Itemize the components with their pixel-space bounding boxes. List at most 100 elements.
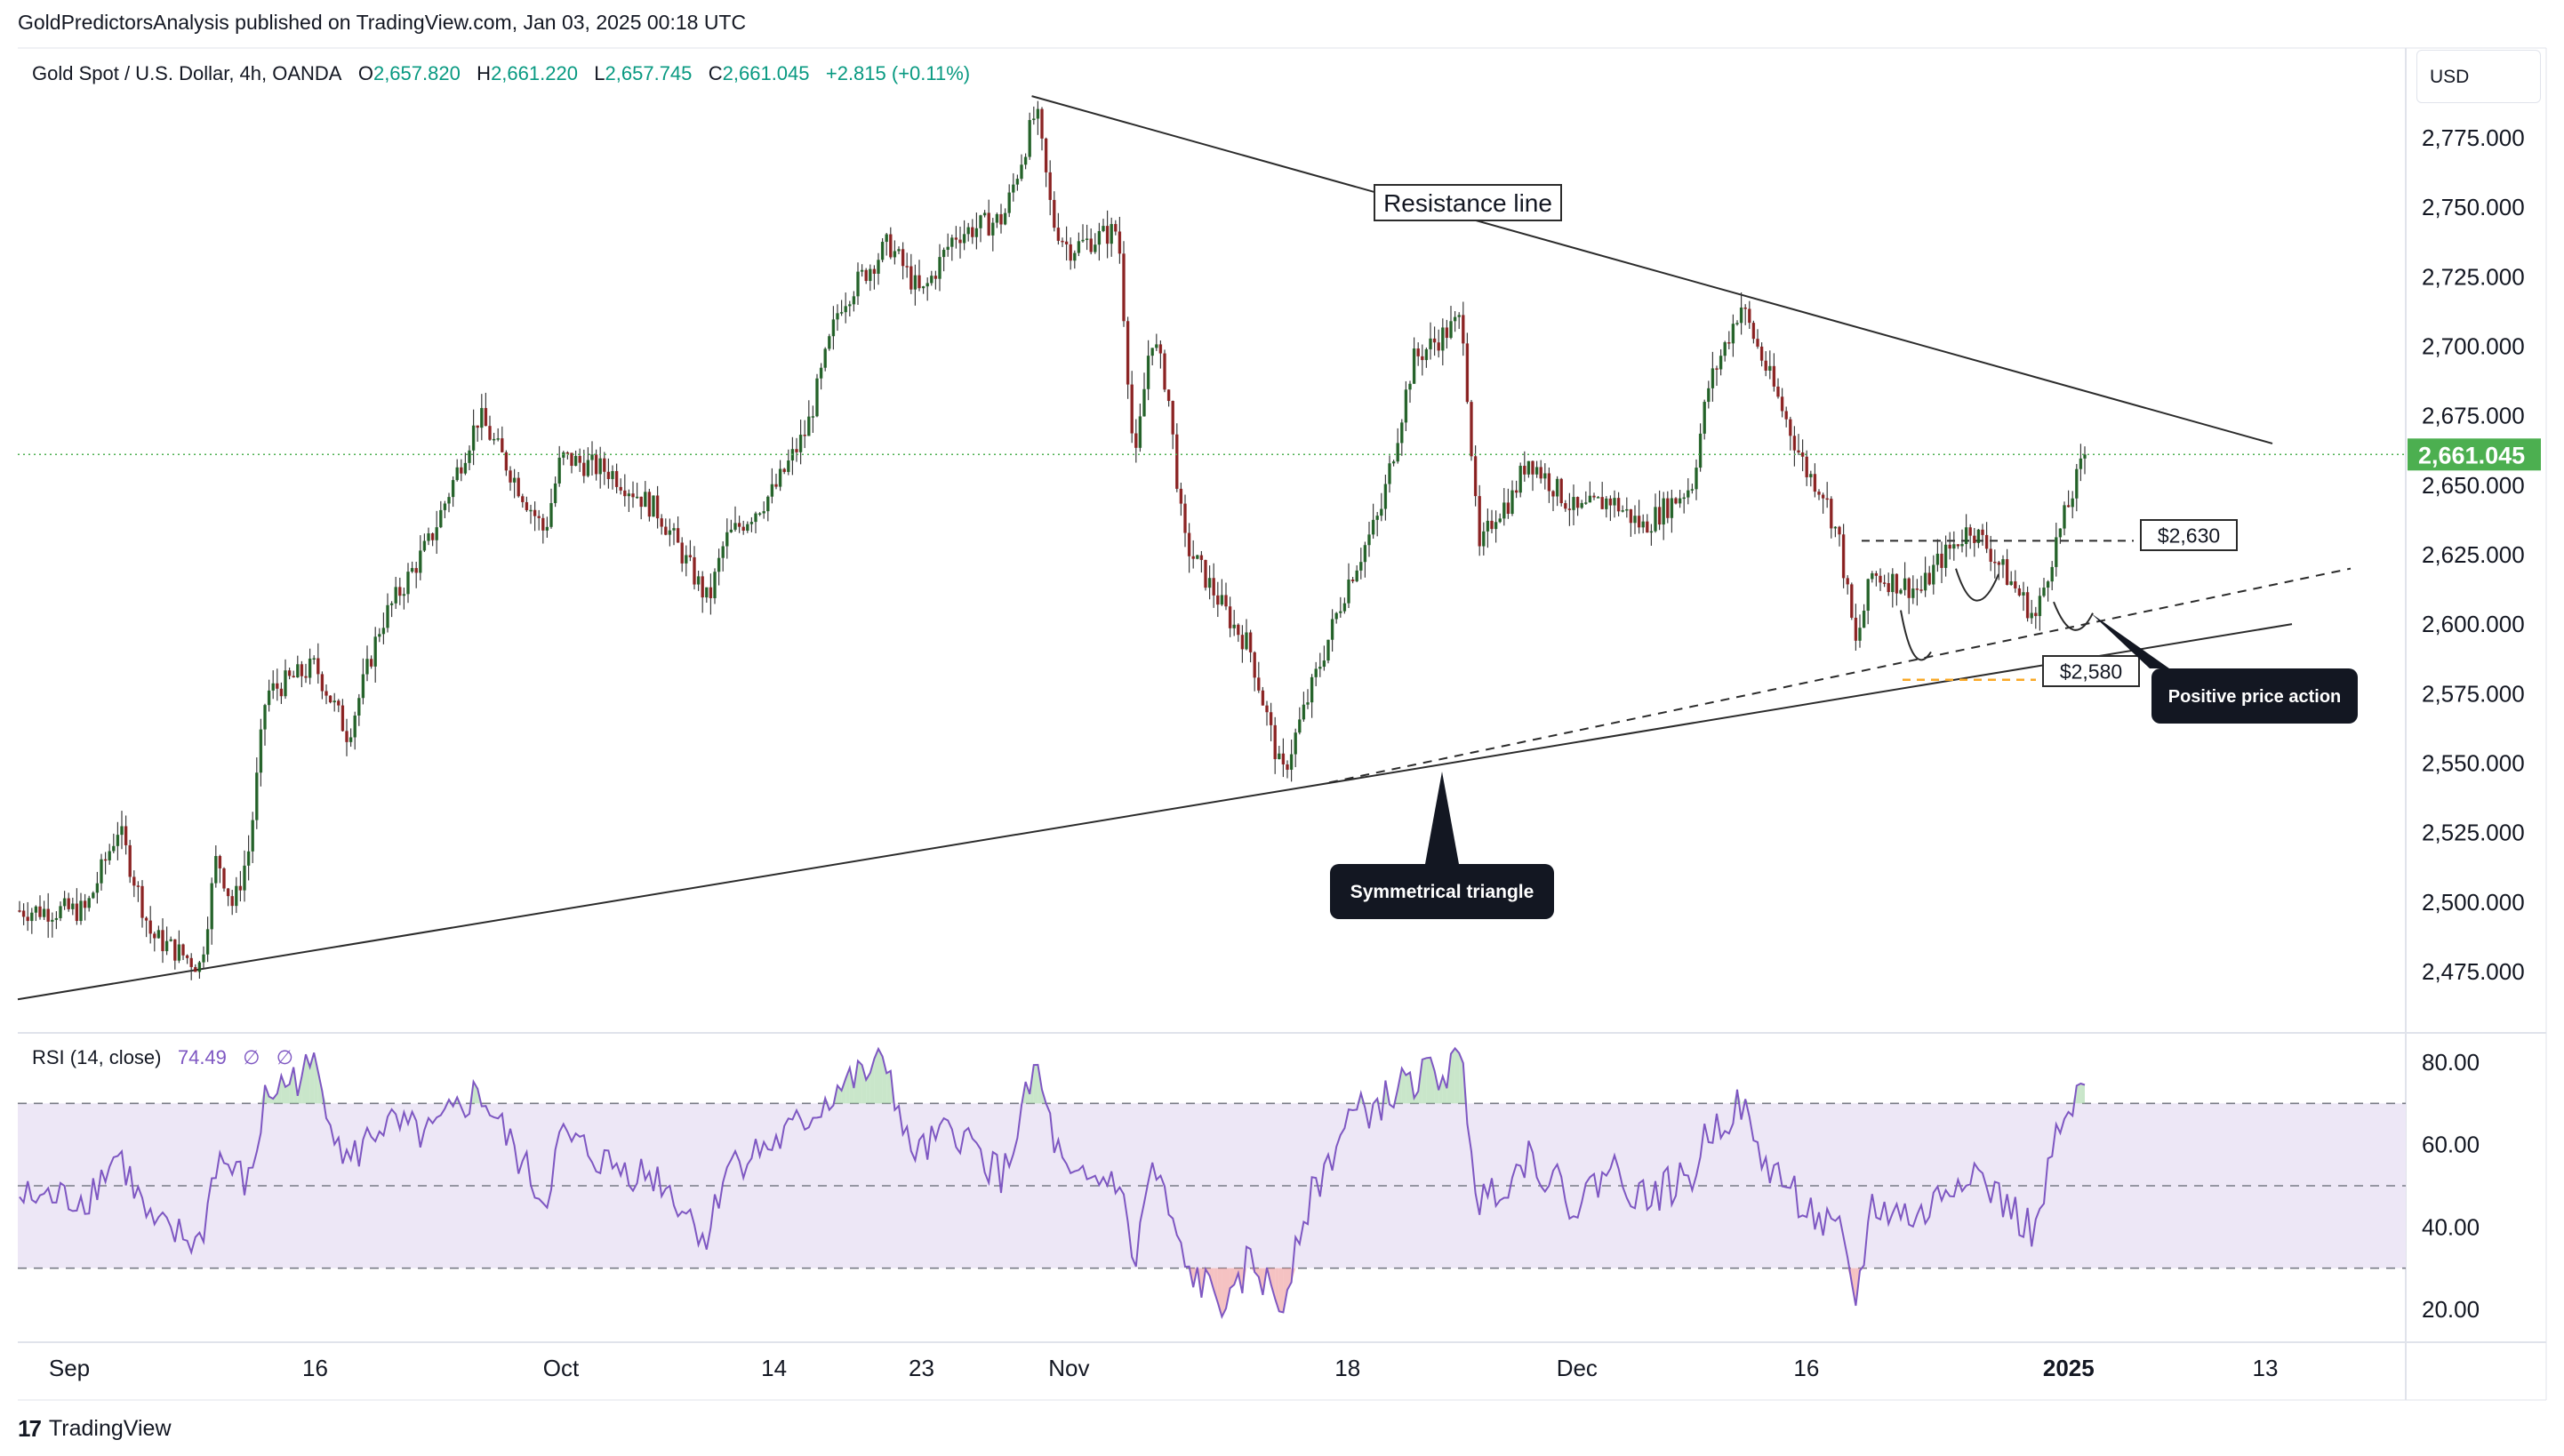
candle-body bbox=[279, 688, 284, 697]
candle-body bbox=[333, 700, 336, 703]
candle-body bbox=[1817, 492, 1821, 495]
candle-body bbox=[1866, 579, 1870, 612]
candle-body bbox=[2063, 505, 2066, 529]
support-line[interactable] bbox=[17, 623, 2293, 1001]
candle-body bbox=[1375, 516, 1379, 520]
candle-body bbox=[430, 533, 435, 540]
rsi-overbought-fill bbox=[289, 1067, 294, 1104]
candle-body bbox=[287, 670, 292, 676]
price-tick-label: 2,475.000 bbox=[2422, 958, 2525, 985]
candle-body bbox=[1960, 544, 1964, 547]
open-label: O bbox=[357, 62, 373, 84]
candle-body bbox=[1882, 582, 1887, 584]
positive-callout-box[interactable] bbox=[2151, 668, 2358, 724]
candle-body bbox=[1555, 478, 1559, 497]
candle-body bbox=[140, 885, 144, 918]
candle-body bbox=[1813, 474, 1817, 492]
candle-body bbox=[1085, 238, 1089, 240]
candle-body bbox=[112, 845, 116, 852]
price-tick-label: 2,675.000 bbox=[2422, 403, 2525, 429]
candle-body bbox=[770, 484, 774, 497]
candle-body bbox=[1723, 342, 1727, 356]
resistance-line[interactable] bbox=[1031, 95, 2273, 444]
candle-body bbox=[1224, 595, 1228, 607]
rsi-overbought-fill bbox=[841, 1078, 846, 1104]
candle-body bbox=[848, 304, 852, 307]
candle-body bbox=[1735, 323, 1739, 324]
publisher-header: GoldPredictorsAnalysis published on Trad… bbox=[18, 11, 747, 34]
candle-body bbox=[1077, 241, 1081, 253]
candle-body bbox=[2034, 612, 2038, 617]
candle-body bbox=[803, 435, 806, 436]
tradingview-brand: TradingView bbox=[48, 1416, 172, 1441]
candle-body bbox=[1089, 238, 1093, 252]
candle-body bbox=[83, 900, 87, 908]
candle-body bbox=[974, 228, 979, 237]
candle-body bbox=[729, 529, 733, 532]
resistance-label-box[interactable] bbox=[1374, 184, 1562, 221]
rsi-overbought-fill bbox=[886, 1070, 891, 1104]
symbol-title[interactable]: Gold Spot / U.S. Dollar, 4h, OANDA bbox=[32, 62, 342, 84]
rsi-title[interactable]: RSI (14, close) bbox=[32, 1046, 162, 1068]
candle-body bbox=[999, 213, 1003, 225]
candle-body bbox=[1302, 704, 1306, 720]
rsi-overbought-fill bbox=[314, 1052, 318, 1104]
time-tick-label: 16 bbox=[302, 1355, 328, 1381]
candle-body bbox=[345, 731, 349, 742]
candle-body bbox=[161, 930, 164, 952]
candle-body bbox=[38, 906, 42, 917]
level-2630-label-box[interactable] bbox=[2140, 519, 2238, 551]
candle-body bbox=[688, 555, 693, 557]
candle-body bbox=[1007, 192, 1011, 213]
candle-body bbox=[1048, 172, 1052, 200]
candle-body bbox=[471, 425, 476, 451]
candle-body bbox=[1534, 467, 1539, 475]
candle-body bbox=[1903, 578, 1907, 590]
candle-body bbox=[1780, 396, 1784, 412]
triangle-callout-box[interactable] bbox=[1330, 864, 1554, 919]
candle-body bbox=[214, 856, 218, 884]
candle-body bbox=[451, 480, 455, 498]
candle-body bbox=[844, 306, 847, 313]
candle-body bbox=[1502, 502, 1506, 519]
candle-body bbox=[181, 944, 185, 956]
level-2580-label-box[interactable] bbox=[2042, 655, 2140, 687]
candle-body bbox=[1784, 411, 1788, 420]
candle-body bbox=[1441, 327, 1445, 351]
high-value: 2,661.220 bbox=[491, 62, 578, 84]
candle-body bbox=[1036, 108, 1040, 119]
candle-body bbox=[460, 467, 463, 474]
candle-body bbox=[1539, 467, 1542, 479]
candle-body bbox=[1915, 588, 1919, 590]
candle-body bbox=[754, 513, 757, 523]
candle-body bbox=[1613, 498, 1616, 506]
tradingview-logo[interactable]: 17 TradingView bbox=[18, 1415, 172, 1443]
candle-body bbox=[1028, 120, 1031, 157]
candle-body bbox=[2009, 581, 2013, 585]
rsi-tick-label: 60.00 bbox=[2422, 1132, 2480, 1158]
candle-body bbox=[1629, 508, 1633, 524]
candle-body bbox=[1457, 315, 1461, 317]
candle-body bbox=[46, 908, 50, 922]
candle-body bbox=[427, 533, 430, 541]
price-tick-label: 2,725.000 bbox=[2422, 263, 2525, 290]
candle-body bbox=[1171, 401, 1174, 435]
candle-body bbox=[982, 212, 987, 216]
candle-body bbox=[116, 835, 120, 846]
candle-body bbox=[1281, 753, 1286, 764]
candle-body bbox=[1543, 473, 1547, 479]
rsi-extra-1: ∅ bbox=[243, 1046, 260, 1068]
candle-body bbox=[92, 892, 95, 899]
rsi-overbought-fill bbox=[2076, 1084, 2081, 1104]
candle-body bbox=[1138, 416, 1142, 448]
candle-body bbox=[1797, 450, 1800, 453]
candle-body bbox=[205, 929, 210, 955]
candle-body bbox=[668, 530, 672, 535]
dashed-support-line[interactable] bbox=[1328, 567, 2352, 784]
candle-body bbox=[1326, 639, 1330, 661]
candle-body bbox=[1342, 603, 1347, 612]
candle-body bbox=[565, 452, 570, 454]
currency-selector[interactable]: USD bbox=[2416, 50, 2541, 103]
candle-body bbox=[921, 286, 925, 289]
